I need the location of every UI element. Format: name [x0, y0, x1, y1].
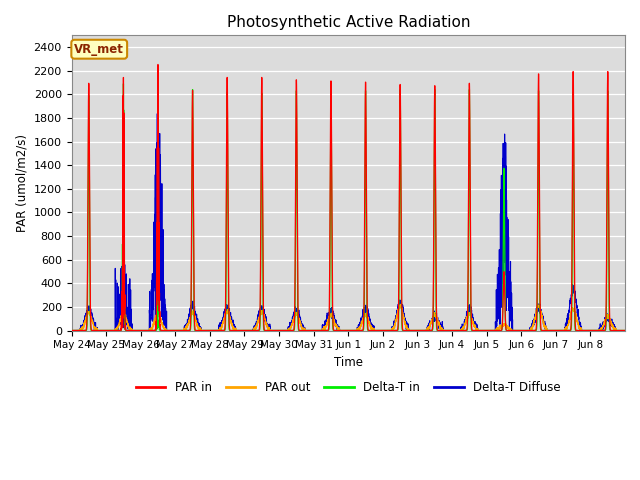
X-axis label: Time: Time	[334, 356, 363, 369]
Legend: PAR in, PAR out, Delta-T in, Delta-T Diffuse: PAR in, PAR out, Delta-T in, Delta-T Dif…	[131, 376, 566, 398]
Y-axis label: PAR (umol/m2/s): PAR (umol/m2/s)	[15, 134, 28, 232]
Text: VR_met: VR_met	[74, 43, 124, 56]
Title: Photosynthetic Active Radiation: Photosynthetic Active Radiation	[227, 15, 470, 30]
